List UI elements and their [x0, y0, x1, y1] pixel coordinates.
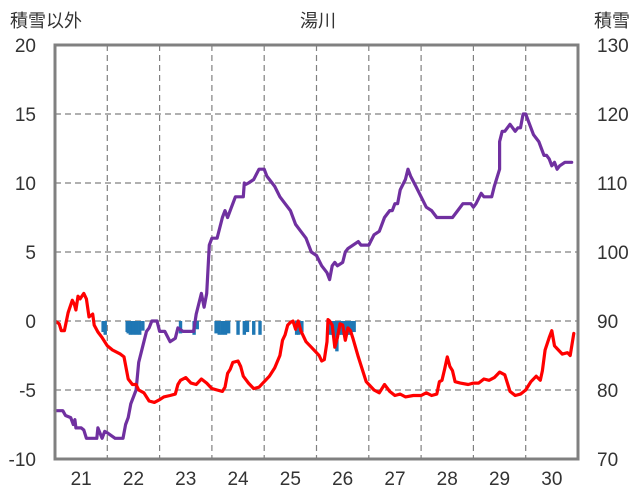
x-tick-label-0: 21: [71, 469, 92, 490]
left-tick-label-2: 10: [15, 174, 36, 195]
x-tick-label-9: 30: [541, 469, 562, 490]
precip-bar-8: [141, 321, 145, 331]
right-tick-label-1: 120: [597, 105, 629, 126]
precip-bar-19: [245, 321, 250, 333]
right-tick-label-0: 130: [597, 36, 629, 57]
left-tick-label-1: 15: [15, 105, 36, 126]
precip-bar-16: [226, 321, 231, 334]
precip-bar-1: [103, 321, 107, 335]
precip-bar-5: [131, 321, 136, 335]
x-tick-label-4: 25: [280, 469, 301, 490]
precip-bar-33: [344, 321, 348, 335]
x-tick-label-2: 23: [175, 469, 196, 490]
left-tick-label-4: 0: [25, 312, 36, 333]
snow_depth-line: [53, 112, 574, 440]
plot-frame-layer: [53, 43, 580, 461]
precip-bar-18: [242, 321, 247, 335]
precip-bar-4: [128, 321, 133, 335]
left-axis-title: 積雪以外: [10, 11, 82, 32]
x-tick-label-5: 26: [332, 469, 353, 490]
snow-depth-series: [53, 112, 574, 440]
precip-bar-24: [300, 321, 304, 333]
x-tick-label-3: 24: [227, 469, 249, 490]
precip-bar-15: [223, 321, 228, 335]
precip-bar-12: [214, 321, 218, 334]
right-tick-label-4: 90: [597, 312, 618, 333]
precip-bar-36: [350, 321, 354, 333]
temperature-series: [53, 291, 576, 404]
x-tick-label-6: 27: [384, 469, 405, 490]
precip-bar-6: [134, 321, 139, 335]
left-tick-label-3: 5: [25, 243, 36, 264]
right-tick-label-6: 70: [597, 450, 618, 471]
x-axis-ticks: 21 22 23 24 25 26 27 28 29 30: [71, 469, 563, 490]
precip-bar-25: [328, 321, 332, 335]
right-axis-ticks: 130 120 110 100 90 80 70: [597, 36, 629, 471]
right-tick-label-2: 110: [597, 174, 627, 195]
right-axis-title: 積雪: [594, 11, 630, 32]
precip-bar-14: [220, 321, 225, 335]
precip-bar-0: [101, 321, 105, 333]
precip-bar-20: [252, 321, 256, 335]
left-tick-label-5: -5: [19, 381, 36, 402]
plot-frame: [53, 43, 580, 461]
left-tick-label-0: 20: [15, 36, 36, 57]
precip-bar-7: [138, 321, 142, 335]
left-tick-label-6: -10: [9, 450, 36, 471]
precip-bar-13: [217, 321, 221, 335]
x-tick-label-7: 28: [437, 469, 458, 490]
precip-bar-17: [236, 321, 240, 335]
chart-title: 湯川: [300, 11, 336, 32]
precip-bar-9: [178, 321, 183, 334]
right-tick-label-5: 80: [597, 381, 618, 402]
precip-bar-11: [195, 321, 199, 330]
temperature-line: [53, 291, 576, 404]
x-tick-label-8: 29: [489, 469, 510, 490]
precip-bar-21: [258, 321, 262, 335]
precipitation-bars: [101, 321, 356, 352]
x-tick-label-1: 22: [123, 469, 144, 490]
left-axis-ticks: 20 15 10 5 0 -5 -10: [9, 36, 36, 471]
precip-bar-37: [352, 321, 356, 333]
precip-bar-3: [126, 321, 130, 334]
right-tick-label-3: 100: [597, 243, 629, 264]
